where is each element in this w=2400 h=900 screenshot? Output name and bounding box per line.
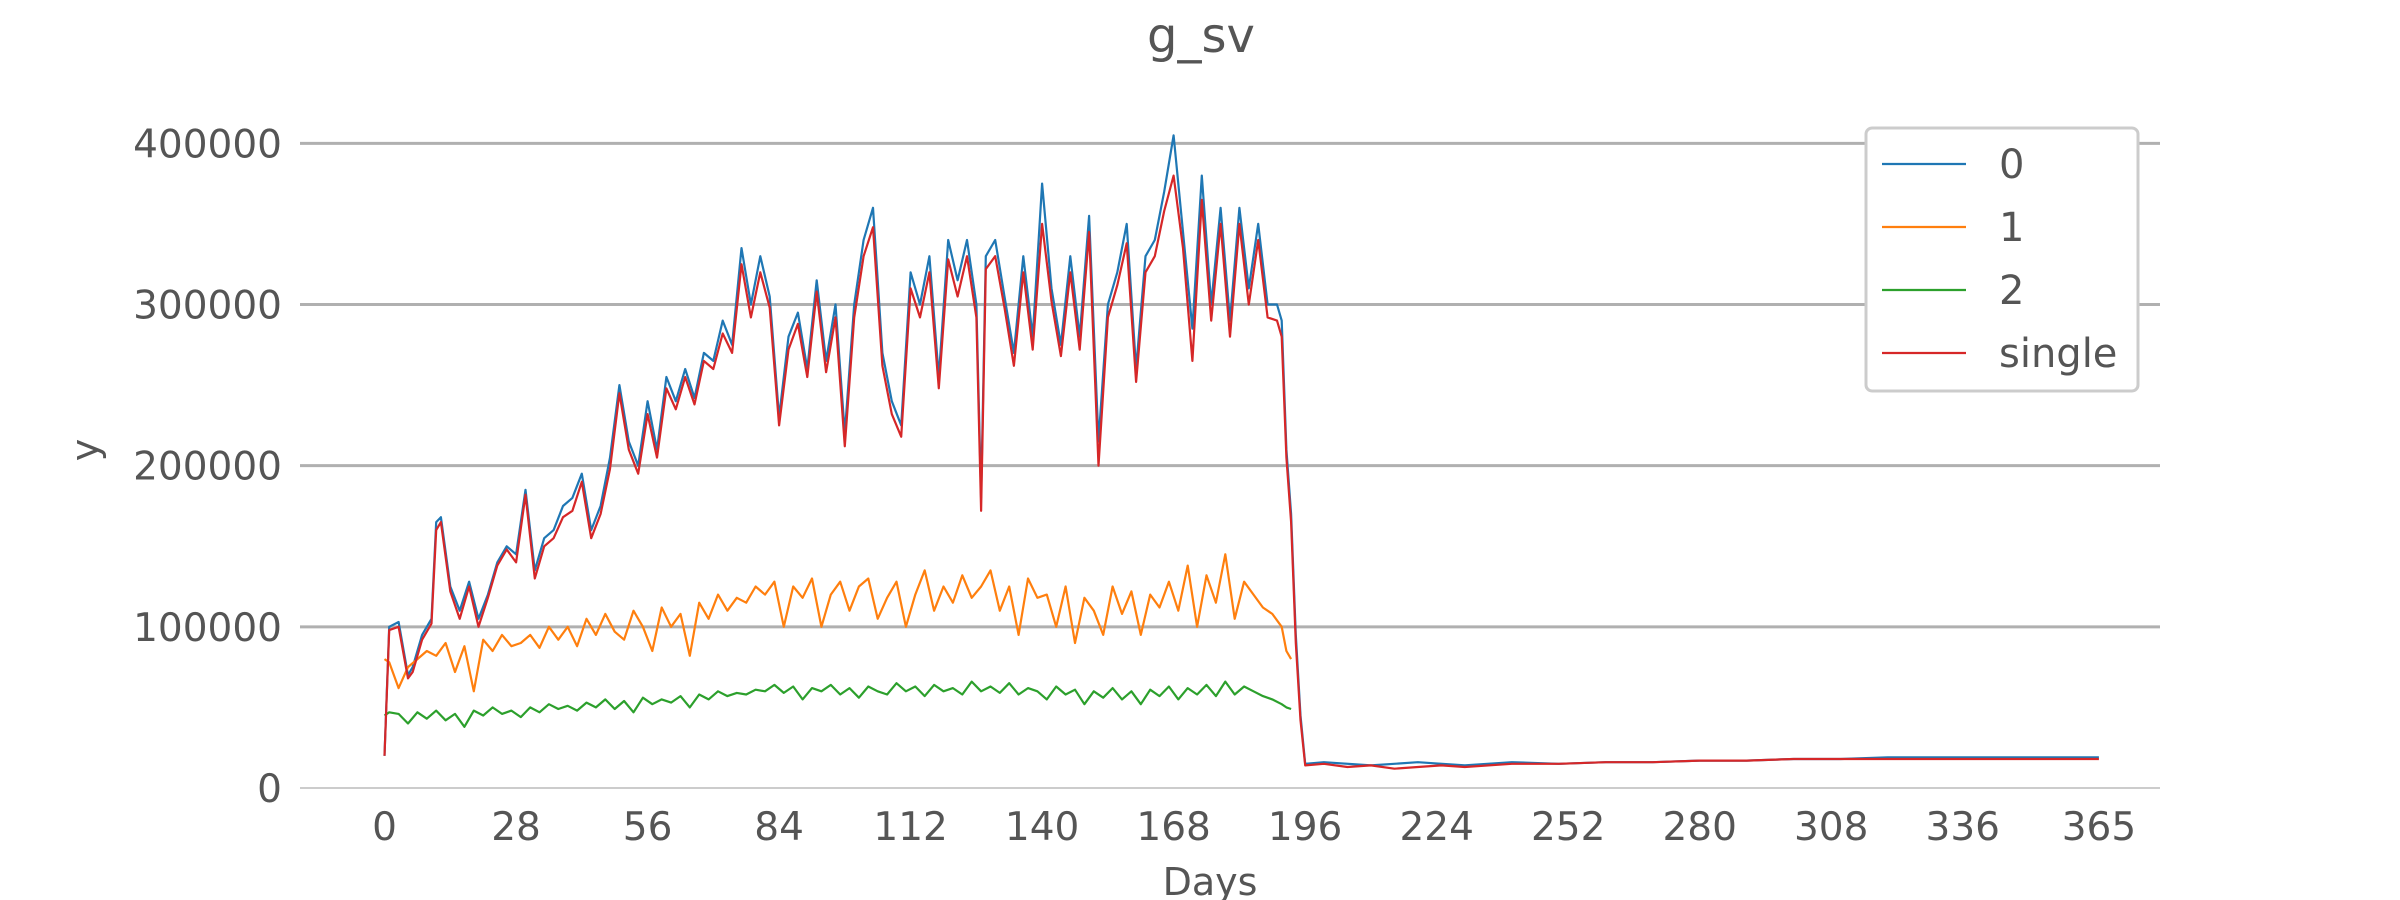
x-tick-label: 56	[623, 805, 673, 850]
x-tick-label: 196	[1268, 805, 1342, 850]
x-tick-label: 140	[1005, 805, 1079, 850]
x-axis-label: Days	[1163, 860, 1258, 900]
x-tick-label: 280	[1662, 805, 1736, 850]
legend-label: 1	[1999, 205, 2024, 251]
x-tick-label: 28	[491, 805, 541, 850]
y-tick-label: 100000	[133, 606, 282, 651]
legend-label: 0	[1999, 142, 2024, 188]
x-tick-label: 336	[1926, 805, 2000, 850]
legend-frame	[1864, 126, 2140, 393]
x-tick-labels: 0 28 56 84 112 140 168 196 224 252 280 308 336 365	[372, 805, 2136, 850]
x-tick-label: 252	[1531, 805, 1605, 850]
x-tick-label: 168	[1136, 805, 1210, 850]
legend-label: single	[1999, 331, 2117, 377]
series-lines	[383, 134, 2099, 770]
series-line-2	[383, 680, 1292, 728]
chart-title: g_sv	[1147, 8, 1255, 64]
y-tick-labels: 0 100000 200000 300000 400000	[133, 122, 282, 812]
series-line-1	[383, 553, 1293, 693]
x-tick-label: 112	[873, 805, 947, 850]
y-tick-label: 200000	[133, 445, 282, 490]
legend-label: 2	[1999, 268, 2024, 314]
x-tick-label: 0	[372, 805, 397, 850]
x-tick-label: 365	[2062, 805, 2136, 850]
x-tick-label: 224	[1399, 805, 1473, 850]
x-tick-label: 308	[1794, 805, 1868, 850]
y-tick-label: 300000	[133, 284, 282, 329]
series-line-single	[383, 174, 2099, 770]
y-axis-label: y	[63, 439, 107, 462]
y-tick-label: 400000	[133, 122, 282, 167]
legend: 0 1 2 single	[1864, 126, 2140, 393]
y-tick-label: 0	[257, 767, 282, 812]
x-tick-label: 84	[754, 805, 804, 850]
